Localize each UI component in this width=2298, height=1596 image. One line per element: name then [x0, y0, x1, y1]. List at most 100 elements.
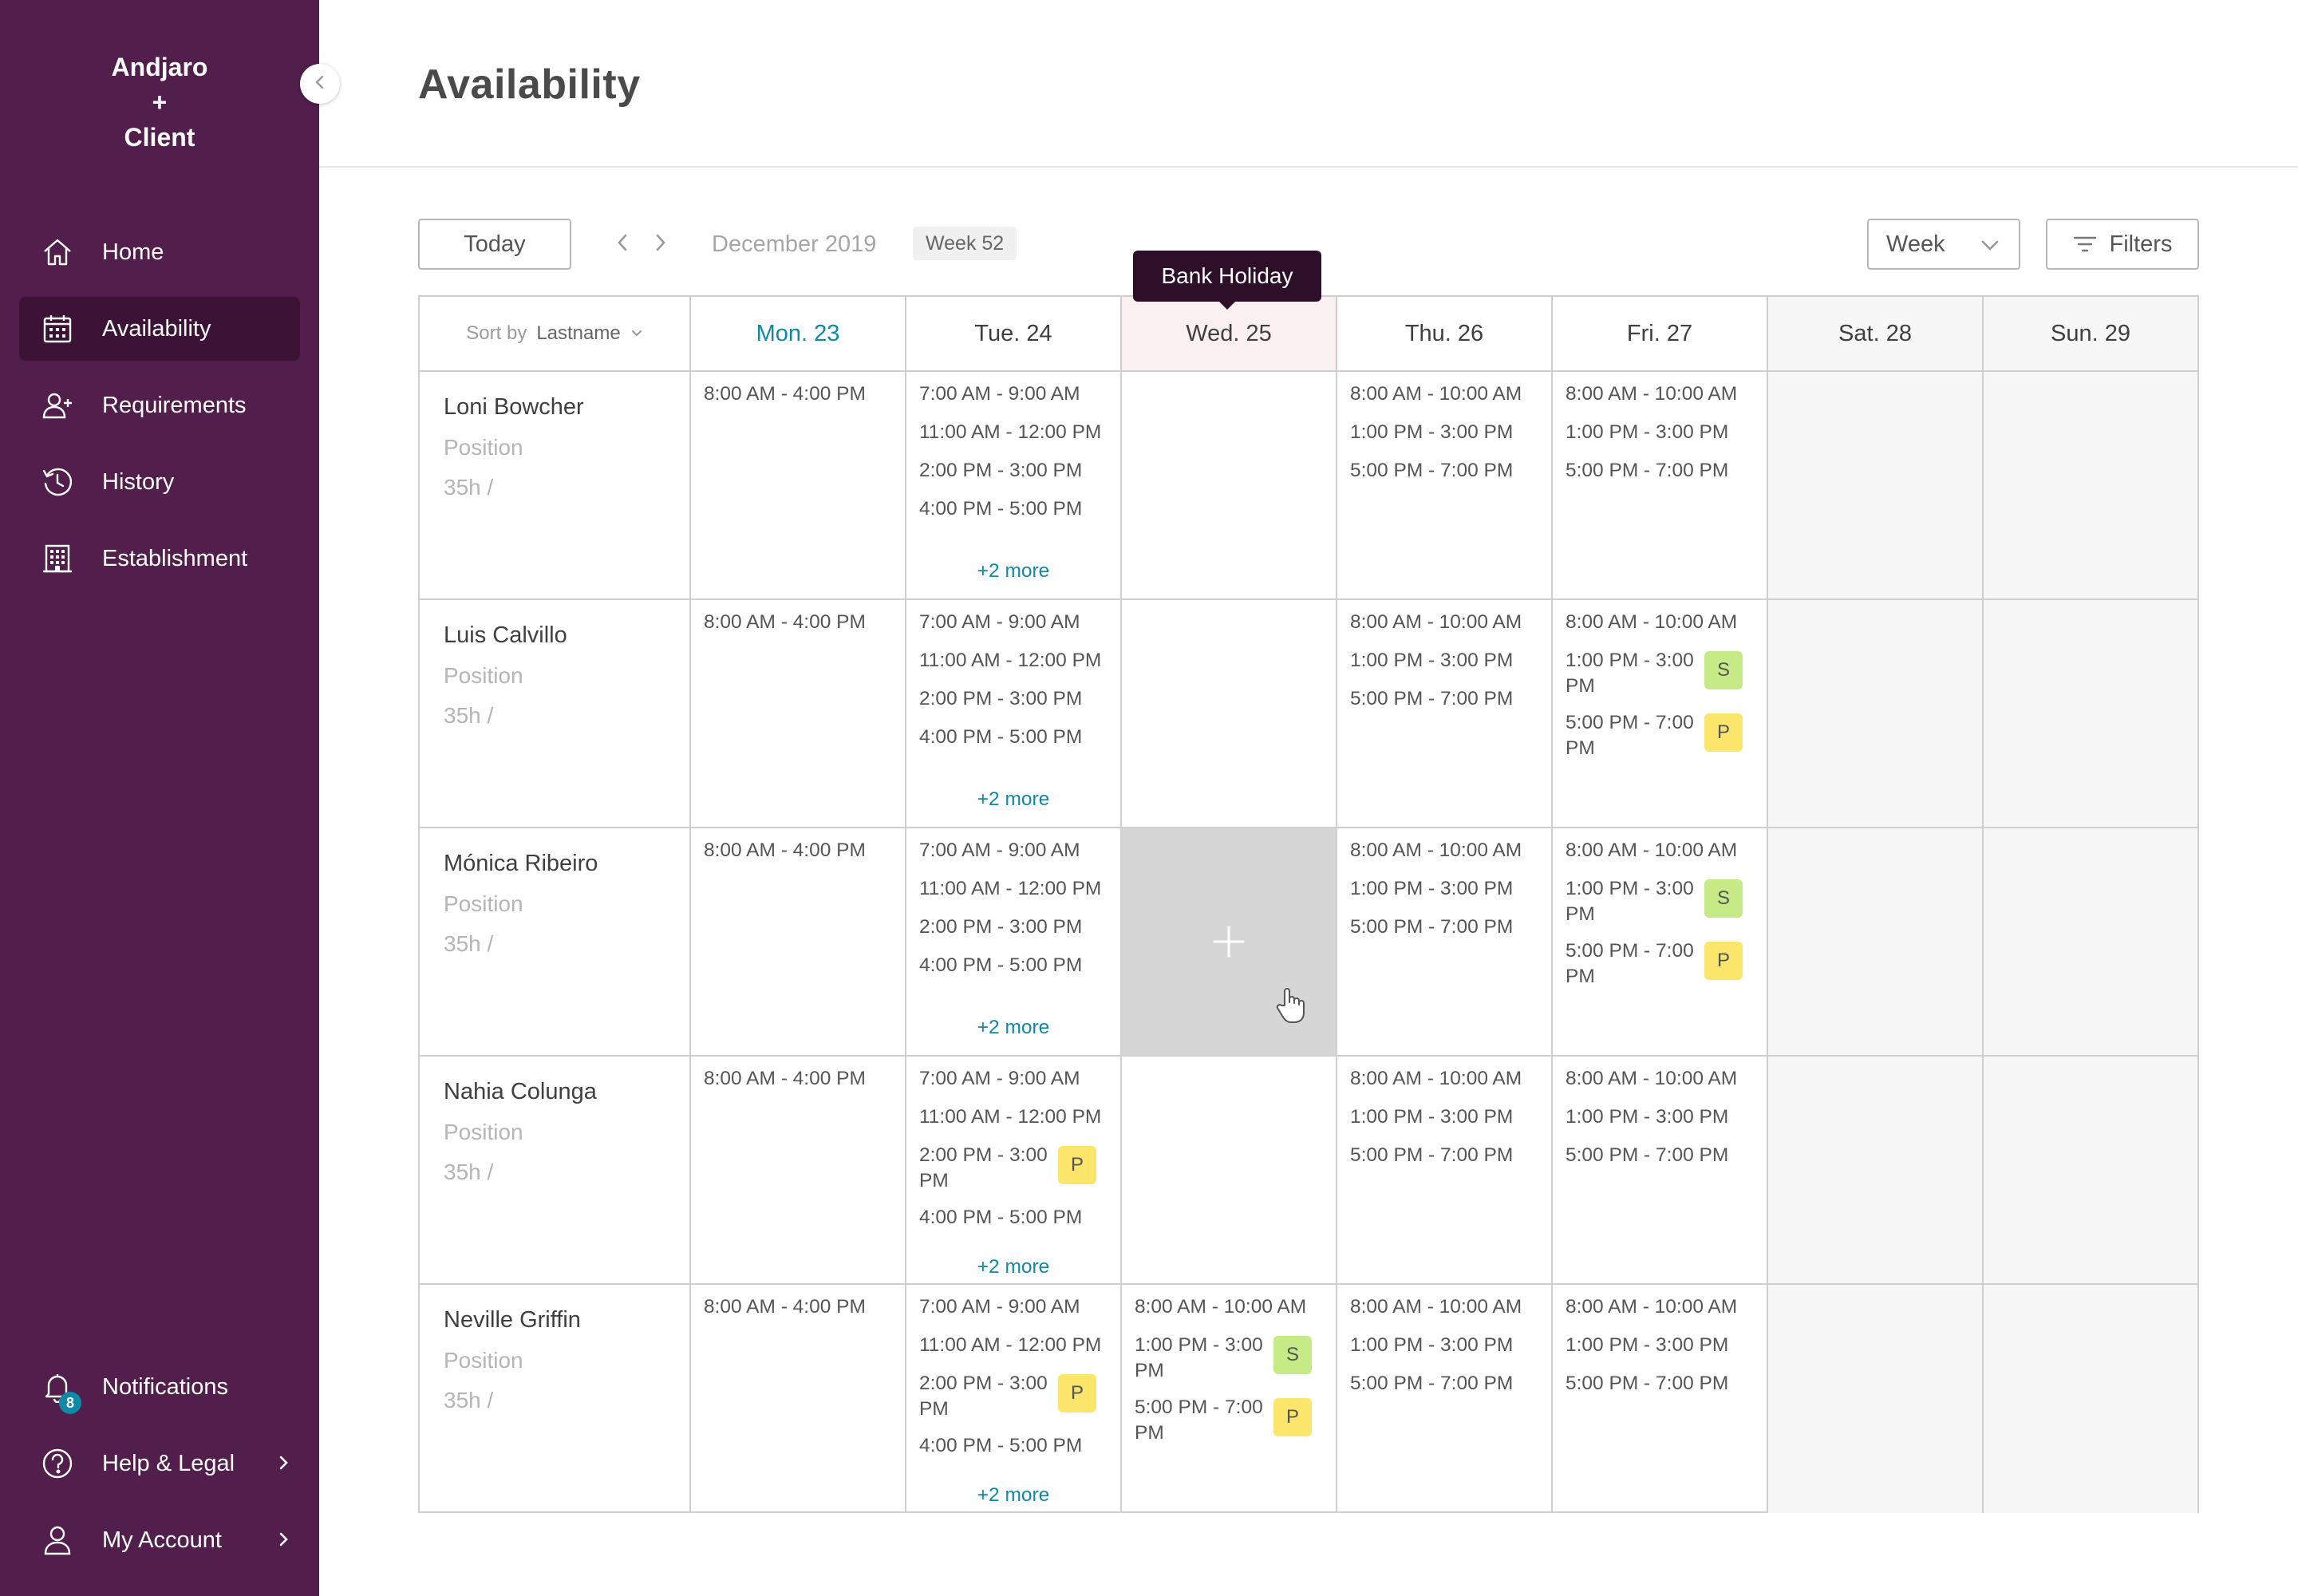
availability-cell-mon[interactable]: 8:00 AM - 4:00 PM — [691, 1057, 906, 1283]
availability-cell-sat[interactable] — [1768, 828, 1984, 1055]
time-slot[interactable]: 1:00 PM - 3:00 PM — [1337, 648, 1551, 674]
time-slot[interactable]: 8:00 AM - 10:00 AM — [1337, 610, 1551, 635]
day-header-wed[interactable]: Wed. 25 — [1122, 297, 1337, 372]
time-slot[interactable]: 1:00 PM - 3:00 PM — [1553, 1333, 1767, 1358]
time-slot[interactable]: 8:00 AM - 10:00 AM — [1553, 1066, 1767, 1092]
day-header-fri[interactable]: Fri. 27 — [1553, 297, 1768, 372]
availability-cell-sat[interactable] — [1768, 1057, 1984, 1283]
availability-cell-fri[interactable]: 8:00 AM - 10:00 AM 1:00 PM - 3:00 PM 5:00 … — [1553, 1057, 1768, 1283]
availability-cell-mon[interactable]: 8:00 AM - 4:00 PM — [691, 1285, 906, 1513]
availability-cell-sun[interactable] — [1984, 1285, 2197, 1513]
availability-cell-wed[interactable] — [1122, 1057, 1337, 1283]
brand-logo[interactable]: Andjaro + Client — [0, 49, 319, 155]
time-slot[interactable]: 4:00 PM - 5:00 PM — [906, 725, 1120, 750]
availability-cell-mon[interactable]: 8:00 AM - 4:00 PM — [691, 828, 906, 1055]
availability-cell-sun[interactable] — [1984, 600, 2197, 827]
day-header-sat[interactable]: Sat. 28 — [1768, 297, 1984, 372]
time-slot[interactable]: 7:00 AM - 9:00 AM — [906, 1066, 1120, 1092]
time-slot[interactable]: 5:00 PM - 7:00 PM — [1337, 458, 1551, 484]
employee-cell[interactable]: Nahia Colunga Position 35h / — [420, 1057, 691, 1283]
time-slot[interactable]: 7:00 AM - 9:00 AM — [906, 381, 1120, 407]
time-slot[interactable]: 2:00 PM - 3:00 PM P — [906, 1143, 1096, 1194]
availability-cell-thu[interactable]: 8:00 AM - 10:00 AM 1:00 PM - 3:00 PM 5:00 … — [1337, 600, 1553, 827]
time-slot[interactable]: 1:00 PM - 3:00 PM S — [1122, 1333, 1312, 1384]
time-slot[interactable]: 8:00 AM - 10:00 AM — [1553, 610, 1767, 635]
time-slot[interactable]: 1:00 PM - 3:00 PM — [1553, 1104, 1767, 1130]
availability-cell-fri[interactable]: 8:00 AM - 10:00 AM 1:00 PM - 3:00 PM 5:00 … — [1553, 1285, 1768, 1513]
time-slot[interactable]: 1:00 PM - 3:00 PM S — [1553, 648, 1743, 699]
day-header-sun[interactable]: Sun. 29 — [1984, 297, 2197, 372]
employee-cell[interactable]: Luis Calvillo Position 35h / — [420, 600, 691, 827]
day-header-thu[interactable]: Thu. 26 — [1337, 297, 1553, 372]
time-slot[interactable]: 1:00 PM - 3:00 PM — [1337, 1104, 1551, 1130]
availability-cell-tue[interactable]: 7:00 AM - 9:00 AM 11:00 AM - 12:00 PM 2:00… — [906, 1057, 1122, 1283]
view-select[interactable]: Week — [1867, 219, 2020, 270]
previous-week-button[interactable] — [606, 227, 638, 262]
availability-cell-fri[interactable]: 8:00 AM - 10:00 AM 1:00 PM - 3:00 PM 5:00 … — [1553, 372, 1768, 598]
availability-cell-sun[interactable] — [1984, 828, 2197, 1055]
availability-cell-tue[interactable]: 7:00 AM - 9:00 AM 11:00 AM - 12:00 PM 2:00… — [906, 372, 1122, 598]
time-slot[interactable]: 11:00 AM - 12:00 PM — [906, 648, 1120, 674]
sidebar-item-availability[interactable]: Availability — [19, 297, 300, 361]
time-slot[interactable]: 4:00 PM - 5:00 PM — [906, 953, 1120, 978]
time-slot[interactable]: 8:00 AM - 4:00 PM — [691, 838, 905, 863]
time-slot[interactable]: 7:00 AM - 9:00 AM — [906, 610, 1120, 635]
sort-control[interactable]: Sort by Lastname — [420, 297, 691, 372]
employee-cell[interactable]: Neville Griffin Position 35h / — [420, 1285, 691, 1513]
time-slot[interactable]: 4:00 PM - 5:00 PM — [906, 1433, 1120, 1459]
time-slot[interactable]: 8:00 AM - 10:00 AM — [1553, 1294, 1767, 1320]
availability-cell-wed[interactable] — [1122, 600, 1337, 827]
employee-cell[interactable]: Mónica Ribeiro Position 35h / — [420, 828, 691, 1055]
time-slot[interactable]: 8:00 AM - 10:00 AM — [1337, 1294, 1551, 1320]
time-slot[interactable]: 8:00 AM - 10:00 AM — [1337, 1066, 1551, 1092]
more-slots-link[interactable]: +2 more — [977, 1017, 1050, 1038]
availability-cell-wed[interactable]: 8:00 AM - 10:00 AM 1:00 PM - 3:00 PM S 5:00… — [1122, 1285, 1337, 1513]
next-week-button[interactable] — [645, 227, 677, 262]
time-slot[interactable]: 11:00 AM - 12:00 PM — [906, 1104, 1120, 1130]
more-slots-link[interactable]: +2 more — [977, 1484, 1050, 1506]
time-slot[interactable]: 5:00 PM - 7:00 PM — [1553, 1143, 1767, 1168]
time-slot[interactable]: 5:00 PM - 7:00 PM P — [1553, 710, 1743, 761]
availability-cell-sat[interactable] — [1768, 372, 1984, 598]
availability-cell-sun[interactable] — [1984, 1057, 2197, 1283]
sidebar-item-establishment[interactable]: Establishment — [19, 527, 300, 591]
add-availability-plus-icon[interactable] — [1122, 828, 1336, 1055]
today-button[interactable]: Today — [418, 219, 571, 270]
time-slot[interactable]: 7:00 AM - 9:00 AM — [906, 1294, 1120, 1320]
availability-cell-mon[interactable]: 8:00 AM - 4:00 PM — [691, 372, 906, 598]
time-slot[interactable]: 4:00 PM - 5:00 PM — [906, 496, 1120, 522]
sidebar-item-requirements[interactable]: Requirements — [19, 373, 300, 437]
time-slot[interactable]: 11:00 AM - 12:00 PM — [906, 876, 1120, 902]
sidebar-item-history[interactable]: History — [19, 450, 300, 514]
time-slot[interactable]: 8:00 AM - 10:00 AM — [1337, 838, 1551, 863]
time-slot[interactable]: 5:00 PM - 7:00 PM — [1337, 1371, 1551, 1396]
time-slot[interactable]: 8:00 AM - 4:00 PM — [691, 1294, 905, 1320]
time-slot[interactable]: 2:00 PM - 3:00 PM — [906, 686, 1120, 712]
availability-cell-thu[interactable]: 8:00 AM - 10:00 AM 1:00 PM - 3:00 PM 5:00 … — [1337, 1285, 1553, 1513]
time-slot[interactable]: 8:00 AM - 10:00 AM — [1122, 1294, 1336, 1320]
time-slot[interactable]: 1:00 PM - 3:00 PM — [1337, 1333, 1551, 1358]
time-slot[interactable]: 8:00 AM - 10:00 AM — [1337, 381, 1551, 407]
time-slot[interactable]: 1:00 PM - 3:00 PM S — [1553, 876, 1743, 927]
time-slot[interactable]: 5:00 PM - 7:00 PM P — [1122, 1395, 1312, 1446]
time-slot[interactable]: 8:00 AM - 10:00 AM — [1553, 381, 1767, 407]
availability-cell-tue[interactable]: 7:00 AM - 9:00 AM 11:00 AM - 12:00 PM 2:00… — [906, 828, 1122, 1055]
availability-cell-fri[interactable]: 8:00 AM - 10:00 AM 1:00 PM - 3:00 PM S 5:00… — [1553, 828, 1768, 1055]
availability-cell-wed[interactable] — [1122, 828, 1337, 1055]
sidebar-item-my-account[interactable]: My Account — [19, 1508, 300, 1572]
time-slot[interactable]: 8:00 AM - 4:00 PM — [691, 610, 905, 635]
time-slot[interactable]: 1:00 PM - 3:00 PM — [1337, 876, 1551, 902]
time-slot[interactable]: 2:00 PM - 3:00 PM P — [906, 1371, 1096, 1422]
availability-cell-sat[interactable] — [1768, 600, 1984, 827]
time-slot[interactable]: 8:00 AM - 4:00 PM — [691, 1066, 905, 1092]
time-slot[interactable]: 11:00 AM - 12:00 PM — [906, 1333, 1120, 1358]
time-slot[interactable]: 5:00 PM - 7:00 PM — [1553, 458, 1767, 484]
more-slots-link[interactable]: +2 more — [977, 560, 1050, 582]
time-slot[interactable]: 1:00 PM - 3:00 PM — [1337, 420, 1551, 445]
availability-cell-tue[interactable]: 7:00 AM - 9:00 AM 11:00 AM - 12:00 PM 2:00… — [906, 600, 1122, 827]
employee-cell[interactable]: Loni Bowcher Position 35h / — [420, 372, 691, 598]
sidebar-item-help-legal[interactable]: Help & Legal — [19, 1432, 300, 1495]
availability-cell-fri[interactable]: 8:00 AM - 10:00 AM 1:00 PM - 3:00 PM S 5:00… — [1553, 600, 1768, 827]
more-slots-link[interactable]: +2 more — [977, 788, 1050, 810]
time-slot[interactable]: 1:00 PM - 3:00 PM — [1553, 420, 1767, 445]
